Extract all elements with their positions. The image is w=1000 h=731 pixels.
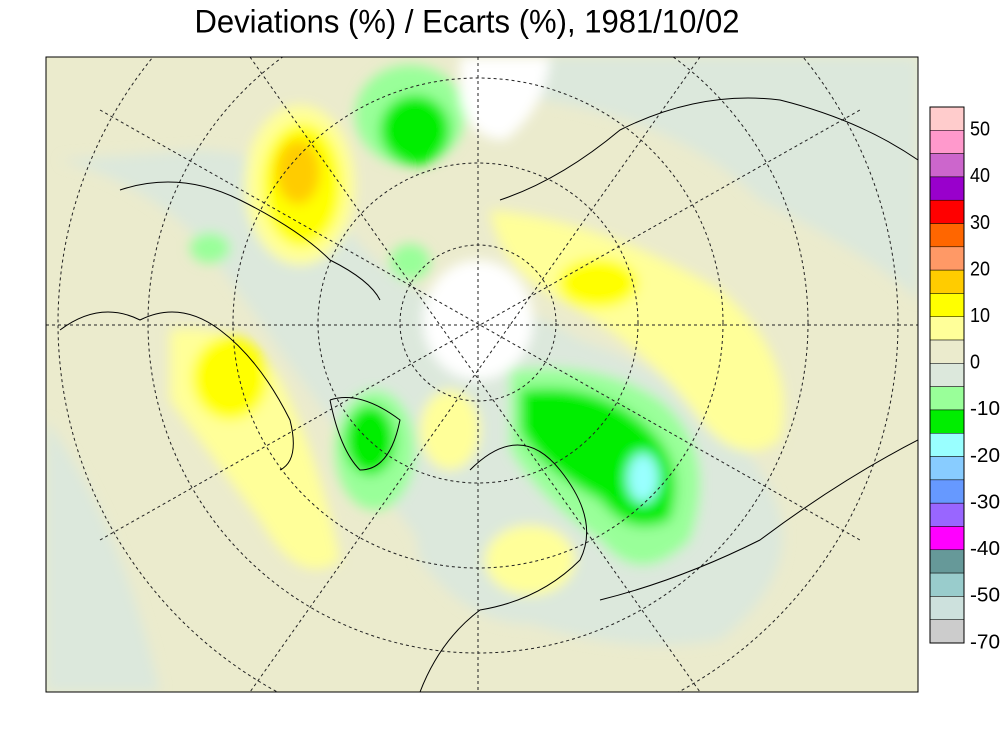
legend-swatch [929,246,965,271]
graticule [46,57,918,692]
legend-swatch [929,433,965,457]
legend-swatch [929,199,965,224]
legend-label: -20 [970,445,1000,467]
legend-swatch [929,153,965,178]
legend-swatch [929,572,965,597]
legend-swatch [929,526,965,551]
legend-label: 10 [970,305,990,327]
legend-swatch [929,596,965,620]
legend-label: 0 [970,352,980,374]
map [46,57,918,692]
legend-swatch [929,502,965,527]
legend-swatch [929,106,965,131]
legend-label: -10 [970,398,1000,420]
legend-swatch [929,316,965,341]
legend-frame [929,106,965,644]
legend-swatch [929,339,965,364]
legend-swatch [929,176,965,201]
legend-swatch [929,479,965,504]
legend-swatch [929,130,965,154]
coastlines [59,97,918,692]
legend-swatch [929,293,965,317]
legend-label: 20 [970,258,990,280]
legend-swatch [929,549,965,574]
legend-label: 50 [970,119,990,141]
legend-label: -50 [970,585,1000,607]
legend-swatch [929,269,965,294]
legend-swatch [929,386,965,411]
map-frame [45,56,919,693]
legend-swatch [929,456,965,481]
legend-swatch [929,363,965,387]
legend-label: -40 [970,538,1000,560]
map-title: Deviations (%) / Ecarts (%), 1981/10/02 [195,3,740,39]
legend-label: -70 [970,631,1000,653]
legend-swatch [929,223,965,248]
legend-label: -30 [970,491,1000,513]
legend-label: 40 [970,165,990,187]
legend-swatch [929,409,965,434]
legend-swatch [929,619,965,644]
legend-label: 30 [970,212,990,234]
legend: 50 40 30 20 10 0 -10 -20 -30 -40 -50 -70 [929,106,1000,653]
